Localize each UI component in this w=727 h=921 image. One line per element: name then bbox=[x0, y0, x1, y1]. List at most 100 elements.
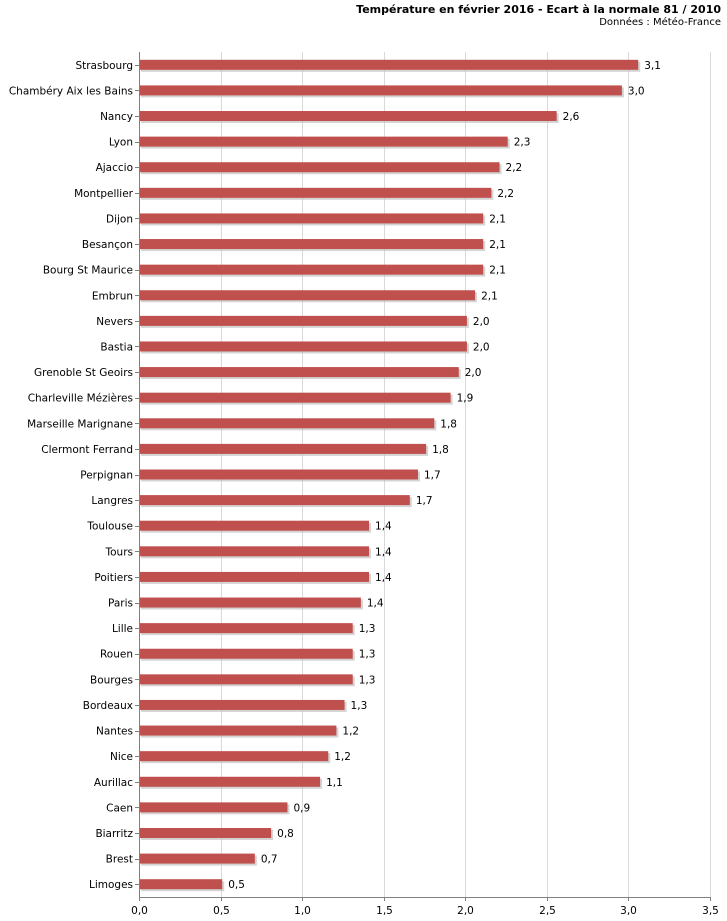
data-label: 1,3 bbox=[351, 700, 368, 712]
category-label: Montpellier bbox=[74, 188, 134, 200]
category-label: Bordeaux bbox=[83, 700, 133, 712]
bar bbox=[140, 418, 435, 429]
bar bbox=[140, 392, 451, 403]
category-label: Charleville Mézières bbox=[28, 393, 133, 405]
data-label: 1,8 bbox=[440, 418, 457, 430]
bar bbox=[140, 648, 353, 659]
bar bbox=[140, 213, 484, 224]
data-label: 2,2 bbox=[497, 188, 514, 200]
data-label: 2,2 bbox=[506, 162, 523, 174]
data-label: 2,1 bbox=[489, 239, 506, 251]
category-label: Aurillac bbox=[94, 777, 133, 789]
bar bbox=[140, 571, 370, 582]
data-label: 1,2 bbox=[334, 751, 351, 763]
data-label: 1,4 bbox=[375, 546, 392, 558]
data-label: 0,8 bbox=[277, 828, 294, 840]
data-label: 1,4 bbox=[375, 521, 392, 533]
category-label: Nantes bbox=[96, 726, 133, 738]
category-label: Biarritz bbox=[95, 828, 133, 840]
data-label: 1,9 bbox=[457, 393, 474, 405]
data-label: 2,1 bbox=[489, 213, 506, 225]
category-label: Lille bbox=[112, 623, 133, 635]
data-label: 2,0 bbox=[473, 316, 490, 328]
data-label: 2,1 bbox=[489, 265, 506, 277]
chart-subtitle: Données : Météo-France bbox=[599, 17, 721, 28]
bar bbox=[140, 751, 329, 762]
bar bbox=[140, 111, 557, 122]
data-label: 1,3 bbox=[359, 623, 376, 635]
data-label: 1,2 bbox=[342, 726, 359, 738]
x-tick-label: 3,5 bbox=[702, 905, 719, 917]
data-label: 2,3 bbox=[514, 137, 531, 149]
category-label: Tours bbox=[105, 546, 134, 558]
x-tick-label: 2,0 bbox=[457, 905, 474, 917]
data-label: 2,0 bbox=[465, 367, 482, 379]
x-tick-label: 3,0 bbox=[620, 905, 637, 917]
category-label: Caen bbox=[106, 802, 133, 814]
bar bbox=[140, 546, 370, 557]
category-label: Perpignan bbox=[80, 470, 133, 482]
category-label: Bourg St Maurice bbox=[43, 265, 133, 277]
bar bbox=[140, 597, 361, 608]
bar bbox=[140, 802, 288, 813]
data-label: 2,1 bbox=[481, 290, 498, 302]
bar bbox=[140, 162, 500, 173]
category-label: Clermont Ferrand bbox=[41, 444, 133, 456]
bar bbox=[140, 674, 353, 685]
data-label: 1,4 bbox=[367, 598, 384, 610]
category-label: Grenoble St Geoirs bbox=[34, 367, 133, 379]
data-label: 3,1 bbox=[644, 60, 661, 72]
data-label: 3,0 bbox=[628, 85, 645, 97]
category-label: Poitiers bbox=[94, 572, 133, 584]
data-label: 0,7 bbox=[261, 854, 278, 866]
bar bbox=[140, 264, 484, 275]
category-label: Bourges bbox=[90, 674, 133, 686]
category-label: Besançon bbox=[82, 239, 133, 251]
x-tick-label: 2,5 bbox=[539, 905, 556, 917]
bar bbox=[140, 136, 508, 147]
category-label: Strasbourg bbox=[75, 60, 133, 72]
x-tick-label: 0,0 bbox=[131, 905, 148, 917]
bar bbox=[140, 699, 345, 710]
bar bbox=[140, 879, 223, 890]
category-label: Paris bbox=[108, 598, 133, 610]
x-tick-label: 0,5 bbox=[213, 905, 230, 917]
category-label: Rouen bbox=[100, 649, 133, 661]
data-label: 0,5 bbox=[228, 879, 245, 891]
bar bbox=[140, 853, 255, 864]
category-label: Ajaccio bbox=[96, 162, 133, 174]
bar bbox=[140, 520, 370, 531]
category-label: Brest bbox=[106, 854, 133, 866]
x-tick-label: 1,5 bbox=[376, 905, 393, 917]
data-label: 1,7 bbox=[416, 495, 433, 507]
category-label: Embrun bbox=[92, 290, 133, 302]
data-label: 1,8 bbox=[432, 444, 449, 456]
bar bbox=[140, 827, 272, 838]
bar bbox=[140, 59, 639, 70]
category-label: Lyon bbox=[109, 137, 133, 149]
data-label: 1,3 bbox=[359, 674, 376, 686]
category-label: Nice bbox=[110, 751, 133, 763]
category-label: Toulouse bbox=[86, 521, 133, 533]
data-label: 0,9 bbox=[293, 802, 310, 814]
x-tick-label: 1,0 bbox=[294, 905, 311, 917]
category-label: Nancy bbox=[100, 111, 133, 123]
bar bbox=[140, 443, 427, 454]
data-label: 1,4 bbox=[375, 572, 392, 584]
bar bbox=[140, 290, 476, 301]
bar bbox=[140, 776, 321, 787]
bar bbox=[140, 187, 492, 198]
category-label: Langres bbox=[91, 495, 133, 507]
category-label: Bastia bbox=[100, 341, 133, 353]
bar bbox=[140, 315, 467, 326]
bar bbox=[140, 239, 484, 250]
category-label: Nevers bbox=[96, 316, 133, 328]
bar bbox=[140, 623, 353, 634]
chart-title: Température en février 2016 - Ecart à la… bbox=[356, 3, 721, 16]
data-label: 1,3 bbox=[359, 649, 376, 661]
bar bbox=[140, 469, 418, 480]
data-label: 1,7 bbox=[424, 470, 441, 482]
category-label: Dijon bbox=[106, 213, 133, 225]
bar bbox=[140, 341, 467, 352]
